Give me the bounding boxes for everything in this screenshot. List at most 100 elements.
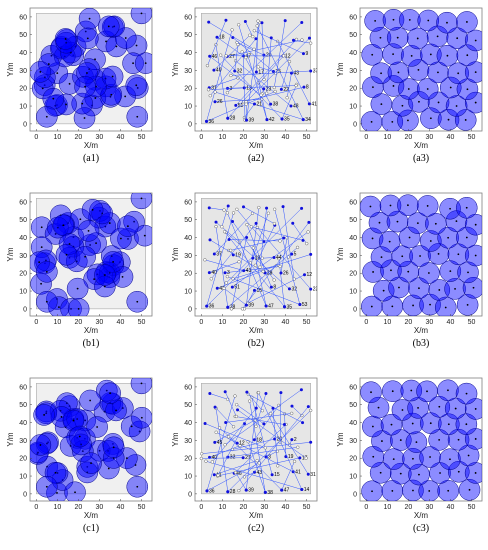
initial-position [229,73,233,78]
sensor-node [107,467,110,470]
plot-area [30,378,152,501]
x-tick-label: 10 [53,504,61,511]
node-id-label: 44 [276,255,282,261]
initial-position [272,85,276,90]
sensor-node [382,289,385,292]
final-position [283,19,287,23]
node-id-label: 28 [230,116,236,122]
sensor-node [466,21,468,23]
x-tick-label: 20 [239,319,247,326]
node-id-label: 15 [274,472,280,478]
sensor-node [380,103,383,106]
panel-label: (c1) [83,523,99,534]
x-tick-label: 40 [282,504,290,511]
y-axis-title: Y/m [336,62,345,77]
sensor-node [144,62,147,65]
sensor-node [120,237,122,240]
y-tick-label: 30 [349,438,357,445]
node-id-label: 17 [258,69,264,75]
sensor-node [93,278,96,281]
node-id-label: 32 [291,286,297,292]
sensor-node [370,305,373,308]
node-id-label: 45 [217,440,223,446]
sensor-node [83,437,86,440]
node-id-label: 32 [230,455,236,461]
sensor-node [474,472,477,474]
y-tick-label: 20 [184,271,192,278]
initial-position [254,424,258,428]
trajectory-line [215,91,304,120]
initial-position [228,248,233,253]
sensor-node [45,259,47,262]
sensor-node [417,68,420,71]
y-tick-label: 0 [23,121,27,128]
sensor-node [76,287,79,290]
final-position [291,470,295,474]
sensor-node [391,390,394,393]
y-tick-label: 10 [184,289,192,296]
trajectory-line [207,20,227,66]
sensor-node [369,205,372,208]
final-position [289,104,293,108]
x-tick-label: 0 [364,319,368,326]
sensor-node [52,97,55,100]
final-position [291,221,295,225]
coverage-circle [130,193,152,210]
sensor-node [68,256,71,259]
sensor-node [133,220,135,223]
node-id-label: 19 [288,454,294,460]
sensor-node [72,419,75,422]
node-id-label: 8 [273,285,276,291]
y-tick-label: 0 [23,306,27,313]
trajectory-line [272,408,278,466]
initial-position [292,459,297,464]
plot-area [30,193,152,316]
final-position [214,220,218,224]
node-id-label: 51 [234,285,240,291]
trajectory-line [226,208,302,284]
initial-position [230,28,234,32]
trajectory-line [230,70,311,76]
node-id-label: 14 [304,487,310,493]
final-position [205,119,209,123]
final-position [298,303,302,307]
initial-position [287,59,292,64]
final-position [226,116,230,120]
initial-position [223,443,227,447]
plot-area [30,8,152,129]
initial-position [229,307,234,311]
trajectory-line [201,442,311,454]
node-id-label: 31 [211,85,217,91]
trajectory-line [231,237,247,309]
trajectory-line [212,407,257,463]
final-position [252,438,256,442]
coverage-circle [130,8,152,25]
panel-label: (a2) [248,153,264,164]
sensor-node [90,462,92,465]
trajectory-line [256,21,259,72]
node-id-label: 12 [239,441,245,447]
node-id-label: 43 [293,71,299,77]
initial-position [222,286,226,290]
y-tick-label: 40 [184,235,192,242]
final-position [307,220,311,224]
x-tick-label: 20 [239,134,247,141]
y-tick-label: 40 [19,235,27,242]
sensor-node [449,86,452,89]
initial-position [225,274,230,279]
final-position [306,405,310,409]
initial-position [244,55,248,60]
trajectory-line [224,389,302,445]
x-tick-label: 0 [34,134,38,141]
initial-position [305,241,309,246]
final-position [262,87,266,91]
node-id-label: 51 [238,103,244,109]
sensor-node [45,300,48,303]
final-position [215,286,219,290]
initial-position [237,488,241,493]
sensor-node [132,62,134,65]
trajectory-line [224,391,237,417]
sensor-node [105,389,108,392]
initial-position [210,460,214,464]
sensor-node [46,442,48,445]
